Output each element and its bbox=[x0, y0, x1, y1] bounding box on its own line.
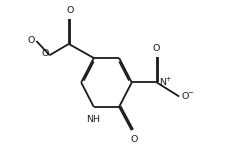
Text: +: + bbox=[166, 76, 171, 82]
Text: O: O bbox=[182, 92, 189, 101]
Text: O: O bbox=[27, 36, 35, 45]
Text: O: O bbox=[66, 6, 73, 15]
Text: −: − bbox=[188, 90, 193, 96]
Text: NH: NH bbox=[86, 115, 100, 124]
Text: O: O bbox=[130, 135, 138, 144]
Text: N: N bbox=[160, 78, 167, 87]
Text: O: O bbox=[152, 44, 160, 53]
Text: O: O bbox=[41, 49, 49, 58]
